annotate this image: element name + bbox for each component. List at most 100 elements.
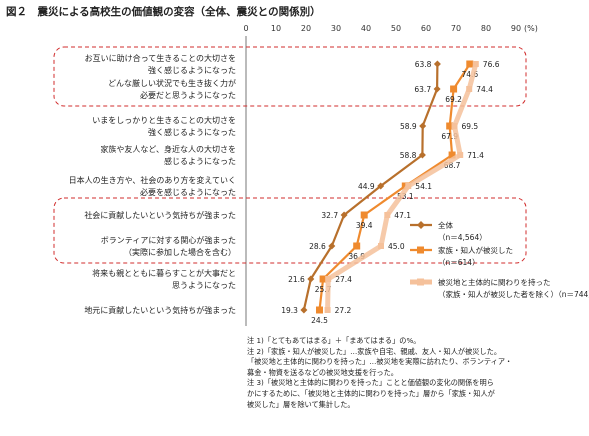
- data-point: [340, 211, 348, 219]
- x-tick-label: 70: [451, 24, 461, 33]
- legend-marker: [417, 221, 425, 229]
- x-tick-label: 20: [301, 24, 311, 33]
- data-label: 44.9: [358, 182, 375, 191]
- x-axis-unit: (%): [524, 24, 538, 33]
- category-label: お互いに助け合って生きることの大切さを: [85, 53, 236, 63]
- category-label: 家族や友人など、身近な人の大切さを: [100, 144, 236, 154]
- category-label: 必要を感じるようになった: [140, 187, 236, 197]
- data-label: 19.3: [281, 306, 298, 315]
- x-tick-label: 10: [271, 24, 281, 33]
- category-label: （実際に参加した場合を含む）: [124, 247, 236, 257]
- data-point: [360, 211, 368, 219]
- data-label: 39.4: [356, 221, 373, 230]
- data-point: [451, 123, 458, 129]
- data-point: [307, 275, 315, 283]
- legend-n: （n＝4,564）: [438, 233, 487, 242]
- data-point: [316, 306, 323, 314]
- data-label: 58.9: [400, 122, 417, 131]
- data-label: 58.8: [400, 151, 417, 160]
- legend-n: （n＝614）: [438, 258, 480, 267]
- x-tick-label: 50: [391, 24, 401, 33]
- x-tick-label: 40: [361, 24, 371, 33]
- note-line: 注 3)「被災地と主体的に関わりを持った」ことと価値観の変化の関係を明ら: [247, 378, 494, 388]
- legend-n: （家族・知人が被災した者を除く）（n＝744）: [438, 289, 589, 299]
- data-label: 74.6: [461, 70, 478, 79]
- data-point: [418, 151, 426, 159]
- data-label: 28.6: [309, 242, 326, 251]
- data-point: [433, 85, 441, 93]
- data-label: 27.2: [335, 306, 352, 315]
- chart-title: 図２ 震災による高校生の価値観の変容（全体、震災との関係別）: [6, 6, 321, 18]
- data-point: [300, 306, 308, 314]
- data-label: 71.4: [467, 151, 484, 160]
- category-label: 社会に貢献したいという気持ちが強まった: [84, 210, 236, 220]
- data-point: [457, 152, 464, 158]
- category-label: 日本人の生き方や、社会のあり方を変えていく: [69, 175, 236, 185]
- data-label: 69.5: [462, 122, 479, 131]
- data-label: 24.5: [311, 316, 328, 325]
- legend-label: 全体: [438, 220, 453, 230]
- data-point: [419, 122, 427, 130]
- note-line: 被災した」層を除いて集計した。: [247, 399, 355, 409]
- data-point: [324, 307, 331, 313]
- x-tick-label: 0: [243, 24, 248, 33]
- data-point: [353, 242, 361, 250]
- data-label: 36.9: [348, 252, 365, 261]
- note-line: 「被災地と主体的に関わりを持った」…被災地を実際に訪れたり、ボランティア・: [247, 357, 513, 367]
- category-label: どんな厳しい状況でも生き抜く力が: [108, 78, 236, 88]
- category-label: 地元に貢献したいという気持ちが強まった: [84, 305, 236, 315]
- data-label: 25.7: [315, 285, 332, 294]
- data-point: [328, 242, 336, 250]
- data-label: 21.6: [288, 275, 305, 284]
- data-label: 69.2: [445, 95, 462, 104]
- category-label: 感じるようになった: [164, 156, 236, 166]
- legend-marker: [417, 246, 424, 254]
- data-point: [319, 275, 327, 283]
- data-point: [450, 85, 458, 93]
- category-label: いまをしっかりと生きることの大切さを: [92, 115, 236, 125]
- category-label: 強く感じるようになった: [148, 127, 236, 137]
- note-line: 注 1)「とてもあてはまる」＋「まあてはまる」の%。: [247, 336, 421, 345]
- data-point: [377, 182, 385, 190]
- category-label: 必要だと思うようになった: [140, 90, 236, 100]
- data-point: [446, 122, 454, 130]
- data-label: 27.4: [335, 275, 352, 284]
- note-line: かにするために、「被災地と主体的に関わりを持った」層から「家族・知人が: [247, 388, 495, 398]
- data-point: [466, 86, 473, 92]
- data-point: [405, 183, 412, 189]
- legend-label: 家族・知人が被災した: [438, 245, 513, 255]
- data-label: 32.7: [321, 211, 338, 220]
- highlight-box: [53, 197, 527, 264]
- data-label: 76.6: [483, 60, 500, 69]
- data-label: 54.1: [415, 182, 432, 191]
- data-point: [472, 61, 479, 67]
- x-tick-label: 30: [331, 24, 341, 33]
- x-tick-label: 90: [511, 24, 521, 33]
- data-label: 74.4: [476, 85, 493, 94]
- category-label: ボランティアに対する関心が強まった: [101, 235, 236, 245]
- category-label: 将来も親とともに暮らすことが大事だと: [92, 268, 236, 278]
- data-point: [433, 60, 441, 68]
- data-label: 45.0: [388, 242, 405, 251]
- data-label: 67.9: [441, 132, 458, 141]
- chart-notes: 注 1)「とてもあてはまる」＋「まあてはまる」の%。 注 2)「家族・知人が被災…: [247, 336, 512, 410]
- data-label: 68.7: [444, 161, 461, 170]
- x-tick-label: 60: [421, 24, 431, 33]
- highlight-box: [53, 46, 527, 107]
- data-point: [325, 276, 332, 282]
- data-label: 53.1: [397, 192, 414, 201]
- data-point: [448, 151, 456, 159]
- data-point: [384, 212, 391, 218]
- legend-label: 被災地と主体的に関わりを持った: [438, 277, 551, 287]
- note-line: 注 2)「家族・知人が被災した」…家族や自宅、親戚、友人・知人が被災した。: [247, 346, 502, 356]
- x-tick-label: 80: [481, 24, 491, 33]
- legend-marker: [417, 278, 424, 286]
- data-label: 47.1: [394, 211, 411, 220]
- note-line: 募金・物資を送るなどの被災地支援を行った。: [247, 367, 398, 377]
- data-label: 63.8: [415, 60, 432, 69]
- category-label: 思うようになった: [172, 281, 236, 290]
- data-point: [378, 243, 384, 249]
- category-label: 強く感じるようになった: [148, 65, 236, 75]
- data-label: 63.7: [414, 85, 431, 94]
